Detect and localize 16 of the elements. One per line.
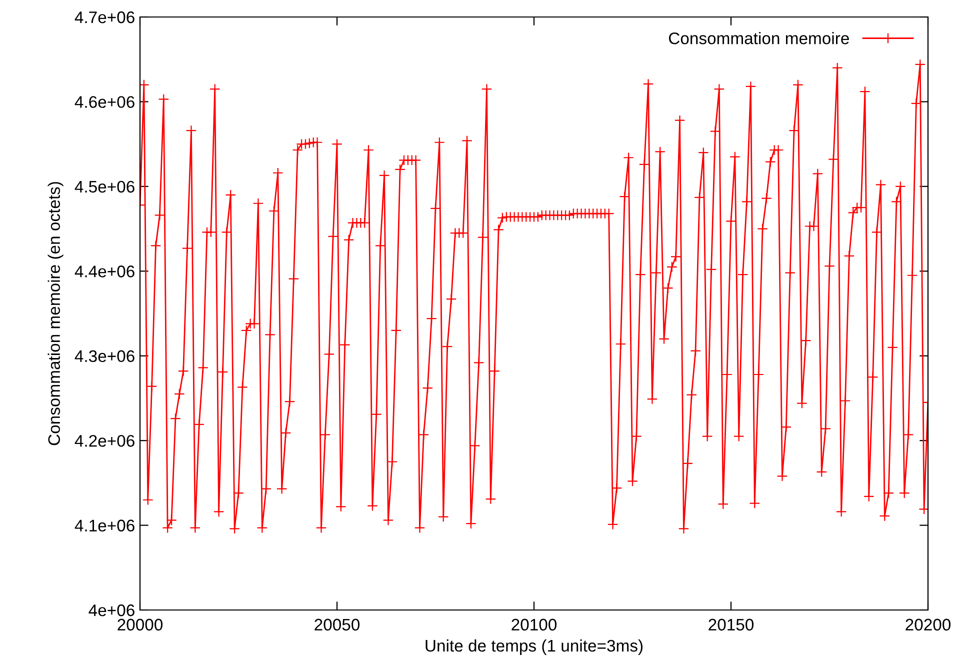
y-tick-label: 4.6e+06 <box>74 96 134 108</box>
x-tick-label: 20000 <box>118 618 163 631</box>
x-axis-title: Unite de temps (1 unite=3ms) <box>426 639 643 655</box>
y-tick-label: 4.5e+06 <box>74 180 134 193</box>
y-tick-label: 4.3e+06 <box>74 350 134 362</box>
y-axis-title: Consommation memoire (en octets) <box>48 182 64 446</box>
x-tick-label: 20050 <box>314 618 360 631</box>
y-tick-label: 4.7e+06 <box>74 11 134 24</box>
y-tick-label: 4.4e+06 <box>74 266 134 278</box>
x-tick-label: 20200 <box>906 618 951 631</box>
x-tick-label: 20150 <box>708 618 754 631</box>
legend-label: Consommation memoire <box>668 32 849 44</box>
y-tick-label: 4.2e+06 <box>74 434 134 447</box>
y-tick-label: 4.1e+06 <box>74 520 134 532</box>
y-tick-label: 4e+06 <box>88 604 134 616</box>
x-tick-label: 20100 <box>512 618 557 631</box>
